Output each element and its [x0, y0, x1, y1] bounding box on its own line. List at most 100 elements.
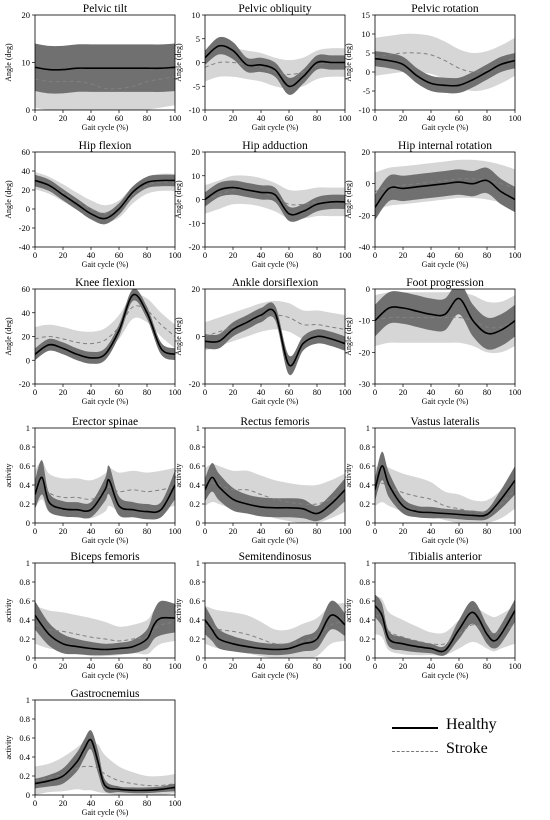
y-tick-label: -30	[359, 379, 370, 389]
y-tick-label: 1	[196, 423, 200, 433]
x-tick-label: 0	[203, 661, 207, 671]
line-stroke	[35, 76, 175, 90]
plot-area-biceps-femoris	[35, 600, 175, 657]
y-axis-label: activity	[4, 464, 13, 488]
x-axis-label: Gait cycle (%)	[82, 123, 129, 132]
y-tick-label: 1	[196, 558, 200, 568]
chart-title: Tibialis anterior	[408, 551, 482, 563]
y-tick-label: 0.2	[189, 499, 200, 509]
legend-item-healthy: Healthy	[392, 716, 550, 739]
y-tick-label: 0	[196, 58, 200, 68]
x-axis-label: Gait cycle (%)	[422, 671, 469, 680]
y-tick-label: 5	[366, 48, 370, 58]
legend-line-healthy	[392, 727, 438, 729]
band-healthy	[205, 36, 345, 95]
y-tick-label: 20	[22, 332, 31, 342]
y-tick-label: -20	[189, 242, 200, 252]
y-tick-label: 20	[192, 147, 201, 157]
y-axis-label: activity	[344, 599, 353, 623]
x-tick-label: 100	[509, 387, 522, 397]
y-tick-label: -40	[359, 242, 370, 252]
x-tick-label: 0	[373, 526, 377, 536]
band-stroke	[35, 293, 175, 356]
y-axis-label: Angle (deg)	[4, 43, 13, 82]
band-healthy	[205, 463, 345, 522]
axes-frame	[204, 427, 346, 524]
axes-frame	[34, 562, 176, 659]
line-stroke	[35, 180, 175, 215]
plot-area-pelvic-rotation	[375, 33, 515, 94]
x-tick-label: 40	[427, 661, 436, 671]
chart-hip-adduction: 0 20 40 60 80 100 -20 -10 0 10 20 Hip adduction Gait…	[174, 140, 351, 269]
y-tick-label: 0.4	[19, 615, 30, 625]
x-tick-label: 0	[33, 661, 37, 671]
legend: Healthy Stroke	[392, 715, 542, 765]
y-axis-label: Angle (deg)	[174, 180, 183, 219]
x-axis-label: Gait cycle (%)	[82, 671, 129, 680]
x-tick-label: 60	[115, 661, 124, 671]
band-healthy	[375, 594, 515, 656]
y-tick-label: 0.8	[19, 714, 30, 724]
y-tick-label: -20	[189, 379, 200, 389]
y-tick-label: -20	[359, 210, 370, 220]
band-healthy	[205, 600, 345, 656]
y-tick-label: 10	[192, 171, 201, 181]
band-stroke	[35, 742, 175, 795]
chart-erector-spinae: 0 20 40 60 80 100 0 0.2 0.4 0.6 0.8 1 Erector spinae…	[4, 416, 181, 545]
x-tick-label: 100	[169, 526, 182, 536]
chart-title: Pelvic obliquity	[238, 3, 311, 15]
x-tick-label: 40	[87, 387, 96, 397]
line-healthy	[375, 297, 515, 335]
x-tick-label: 20	[59, 798, 68, 808]
x-tick-label: 20	[229, 250, 238, 260]
y-tick-label: 0.8	[19, 442, 30, 452]
x-tick-label: 20	[229, 526, 238, 536]
x-axis-label: Gait cycle (%)	[252, 397, 299, 406]
x-axis-label: Gait cycle (%)	[252, 536, 299, 545]
line-stroke	[205, 189, 345, 206]
x-tick-label: 60	[115, 798, 124, 808]
y-tick-label: 0.6	[189, 461, 200, 471]
chart-semitendinosus: 0 20 40 60 80 100 0 0.2 0.4 0.6 0.8 1 Semitendinosus…	[174, 551, 351, 680]
y-axis-label: Angle (deg)	[344, 317, 353, 356]
y-tick-label: 0.2	[19, 499, 30, 509]
plot-area-semitendinosus	[205, 600, 345, 658]
x-tick-label: 80	[313, 661, 322, 671]
line-healthy	[375, 179, 515, 208]
line-healthy	[375, 57, 515, 87]
x-tick-label: 100	[339, 113, 352, 123]
y-tick-label: 0.4	[19, 480, 30, 490]
y-tick-label: 1	[26, 423, 30, 433]
line-healthy	[35, 66, 175, 71]
chart-pelvic-tilt: 0 20 40 60 80 100 0 10 20 Pelvic tilt Gait cycle (…	[4, 3, 181, 132]
line-healthy	[205, 308, 345, 367]
x-tick-label: 20	[59, 387, 68, 397]
x-tick-label: 40	[87, 250, 96, 260]
x-tick-label: 100	[169, 661, 182, 671]
band-healthy	[375, 289, 515, 350]
band-healthy	[35, 730, 175, 794]
line-stroke	[375, 178, 515, 193]
x-axis-label: Gait cycle (%)	[252, 260, 299, 269]
line-stroke	[35, 621, 175, 642]
plot-area-rectus-femoris	[205, 463, 345, 523]
x-tick-label: 40	[427, 526, 436, 536]
line-healthy	[35, 738, 175, 792]
x-tick-label: 0	[373, 113, 377, 123]
axes-frame	[374, 562, 516, 659]
x-tick-label: 100	[509, 113, 522, 123]
y-tick-label: 0	[366, 518, 370, 528]
x-tick-label: 60	[455, 661, 464, 671]
x-tick-label: 100	[339, 526, 352, 536]
y-tick-label: -20	[19, 379, 30, 389]
y-tick-label: 10	[362, 29, 371, 39]
legend-label-stroke: Stroke	[446, 740, 488, 757]
line-healthy	[35, 179, 175, 220]
x-tick-label: 100	[339, 661, 352, 671]
y-tick-label: 0	[196, 518, 200, 528]
y-tick-label: 10	[192, 10, 201, 20]
y-tick-label: 0.6	[359, 461, 370, 471]
x-tick-label: 80	[313, 113, 322, 123]
x-tick-label: 80	[483, 250, 492, 260]
